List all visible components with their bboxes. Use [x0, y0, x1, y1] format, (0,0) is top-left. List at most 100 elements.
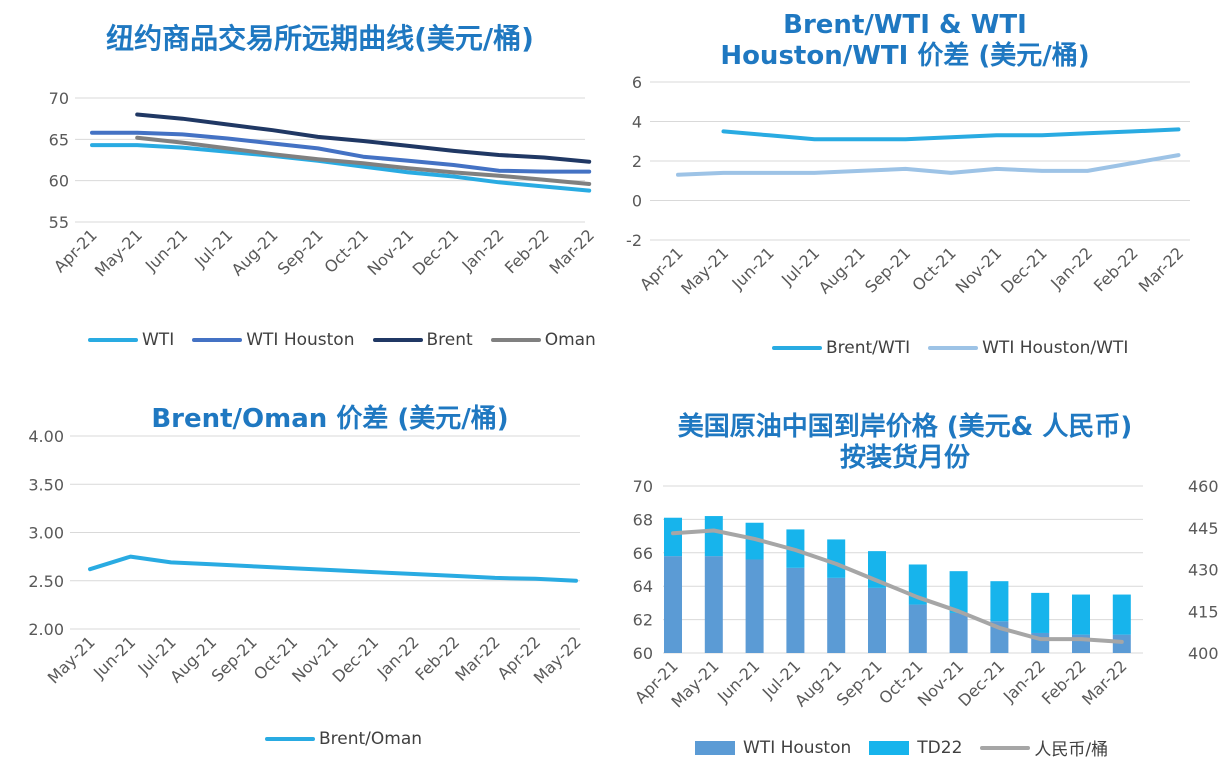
x-tick-label: Mar-22	[451, 632, 504, 685]
y2-tick-label: 430	[1188, 561, 1218, 580]
y-tick-label: 68	[633, 510, 653, 529]
y-tick-label: 60	[49, 172, 69, 191]
legend-swatch	[772, 346, 822, 350]
legend-swatch	[980, 745, 1031, 750]
x-tick-label: Oct-21	[321, 225, 372, 276]
bar-wti-houston	[908, 604, 927, 653]
x-tick-label: Jun-21	[728, 243, 778, 293]
bar-td22	[664, 517, 682, 557]
china-cif-legend: WTI Houston TD22 人民币/桶	[695, 735, 1126, 760]
legend-label: 人民币/桶	[1034, 740, 1109, 760]
y2-tick-label: 445	[1188, 519, 1218, 538]
legend-item-wti-houston: WTI Houston	[192, 330, 355, 350]
y2-tick-label: 460	[1188, 477, 1218, 496]
x-tick-label: May-21	[91, 225, 146, 280]
legend-swatch	[88, 338, 138, 342]
china-cif-panel: 美国原油中国到岸价格 (美元& 人民币) 按装货月份 60 62 64 66 68 70 4…	[605, 390, 1218, 774]
legend-swatch	[192, 338, 243, 342]
legend-swatch	[372, 338, 423, 342]
x-tick-label: Oct-21	[908, 243, 959, 294]
y-tick-label: 70	[633, 477, 653, 496]
x-tick-label: May-21	[677, 243, 732, 298]
y-tick-label: 62	[633, 611, 653, 630]
x-tick-label: Aug-21	[815, 243, 869, 297]
bar-td22	[949, 571, 968, 613]
y-tick-label: 70	[49, 89, 69, 108]
legend-item: WTI Houston	[695, 738, 851, 758]
x-tick-label: Sep-21	[208, 632, 261, 685]
y-tick-label: 65	[49, 130, 69, 149]
x-tick-label: Jan-22	[458, 225, 508, 275]
x-tick-label: Aug-21	[791, 656, 845, 710]
x-tick-label: Feb-22	[501, 225, 553, 277]
y-tick-label: -2	[626, 231, 642, 250]
x-tick-label: Dec-21	[329, 632, 383, 686]
x-tick-label: Jun-21	[713, 656, 763, 706]
x-tick-label: Jun-21	[89, 632, 139, 682]
bar-td22	[1112, 594, 1131, 635]
y2-tick-label: 400	[1188, 644, 1218, 663]
series-line-wti-houston-wti	[676, 153, 1181, 177]
x-tick-label: Sep-21	[833, 656, 886, 709]
bar-td22	[990, 581, 1009, 622]
x-tick-label: Sep-21	[274, 225, 327, 278]
legend-item: TD22	[869, 738, 962, 758]
spreads-title: Brent/WTI & WTI Houston/WTI 价差 (美元/桶)	[720, 10, 1090, 71]
legend-swatch	[928, 346, 979, 350]
legend-label: WTI Houston	[743, 737, 852, 758]
brent-oman-legend: Brent/Oman	[265, 729, 440, 749]
spreads-legend: Brent/WTI WTI Houston/WTI	[772, 338, 1146, 358]
x-tick-label: Dec-21	[997, 243, 1051, 297]
legend-item-oman: Oman	[490, 330, 596, 350]
bar-td22	[704, 516, 723, 557]
x-tick-label: Jan-22	[1046, 243, 1096, 293]
y-tick-label: 6	[632, 73, 642, 92]
bar-wti-houston	[786, 567, 805, 653]
x-tick-label: Dec-21	[409, 225, 463, 279]
y-tick-label: 3.50	[28, 475, 64, 494]
legend-label: TD22	[917, 737, 963, 758]
bar-wti-houston	[745, 559, 764, 653]
bar-td22	[1072, 594, 1090, 635]
series-line-wti	[90, 143, 592, 193]
x-tick-label: Dec-21	[954, 656, 1008, 710]
y-tick-label: 4.00	[28, 427, 64, 446]
series-line-brent-oman	[88, 554, 578, 583]
bar-wti-houston	[704, 556, 723, 653]
legend-label: Brent	[426, 330, 473, 350]
y-tick-label: 66	[633, 544, 653, 563]
x-tick-label: Sep-21	[861, 243, 914, 296]
legend-item: 人民币/桶	[980, 735, 1108, 760]
spreads-panel: Brent/WTI & WTI Houston/WTI 价差 (美元/桶) -2…	[610, 0, 1218, 380]
bar-td22	[745, 522, 764, 560]
y-tick-label: 3.00	[28, 524, 64, 543]
legend-swatch	[265, 737, 315, 741]
y-tick-label: 60	[633, 644, 653, 663]
x-tick-label: Nov-21	[952, 243, 1006, 297]
legend-label: WTI	[142, 330, 175, 350]
legend-label: WTI Houston/WTI	[982, 338, 1129, 358]
bar-wti-houston	[664, 556, 682, 653]
legend-item-brent-oman: Brent/Oman	[265, 729, 422, 749]
y-tick-label: 2	[632, 152, 642, 171]
bar-td22	[1031, 592, 1050, 633]
x-tick-label: Mar-22	[545, 225, 598, 278]
legend-label: WTI Houston	[246, 330, 355, 350]
series-line-rmb	[671, 528, 1124, 644]
x-tick-label: May-21	[44, 632, 99, 687]
forward-curve-panel: 纽约商品交易所远期曲线(美元/桶) 55 60 65 70 Apr-21 May-21 Ju…	[0, 0, 600, 380]
x-tick-label: Feb-22	[1090, 243, 1142, 295]
legend-item-wti: WTI	[88, 330, 174, 350]
y-tick-label: 4	[632, 113, 642, 132]
y-tick-label: 0	[632, 192, 642, 211]
x-tick-label: Jun-21	[141, 225, 191, 275]
series-line-oman	[135, 135, 592, 186]
brent-oman-chart: 2.002.503.003.504.00May-21Jun-21Jul-21Au…	[28, 427, 584, 688]
brent-oman-title: Brent/Oman 价差 (美元/桶)	[151, 404, 509, 434]
x-tick-label: Aug-21	[228, 225, 282, 279]
x-tick-label: Mar-22	[1078, 656, 1131, 709]
forward-curve-title: 纽约商品交易所远期曲线(美元/桶)	[106, 22, 534, 55]
bar-wti-houston	[949, 612, 968, 653]
